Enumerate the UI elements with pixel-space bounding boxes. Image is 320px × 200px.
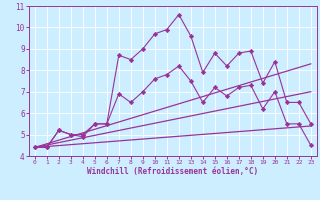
X-axis label: Windchill (Refroidissement éolien,°C): Windchill (Refroidissement éolien,°C) (87, 167, 258, 176)
